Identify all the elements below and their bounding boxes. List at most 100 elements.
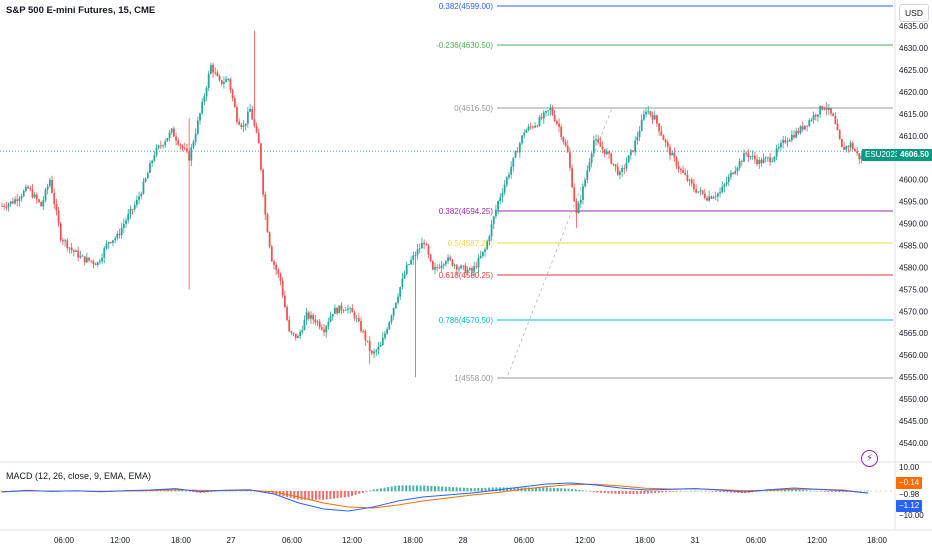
candle-body [253,119,256,127]
candle-body [645,111,647,115]
candle-body [801,126,804,130]
candle-body [407,264,410,266]
candle-body [397,296,399,303]
macd-histogram-bar [794,489,797,492]
candle-body [845,146,848,150]
candle-body [438,267,441,269]
macd-histogram-bar [459,487,462,492]
candle-body [710,196,713,199]
symbol-price-tag: ESU2023 [862,149,903,161]
candle-body [18,198,21,201]
candle-body [666,142,669,147]
candle-body [281,280,284,296]
price-axis-label: 4580.00 [899,263,928,272]
macd-signal-line [1,483,869,509]
candle-body [814,115,817,117]
candle-body [75,250,77,252]
candle-body [329,316,332,322]
candle-body [175,136,177,141]
macd-histogram-bar [361,491,364,493]
candle-body [773,156,776,161]
macd-histogram-bar [495,487,498,492]
macd-histogram-bar [625,491,628,495]
candle-body [619,171,621,175]
candle-body [786,141,789,143]
macd-histogram-bar [271,491,274,494]
candle-body [275,264,278,270]
candle-body [373,351,375,354]
candle-body [512,157,515,167]
fibonacci-retracement[interactable]: 0.382(4599.00) -0.236(4630.50) 0(4616.50) 0… [436,2,893,383]
fib-level-label: 0.382(4594.25) [439,207,494,216]
candle-body [686,174,689,181]
candle-body [760,159,763,164]
candle-body [653,115,656,120]
candle-body [627,155,630,163]
macd-histogram-bar [351,491,354,496]
candle-body [327,321,330,327]
macd-line [1,482,869,512]
candle-body [455,265,458,270]
fib-trend-line [507,107,613,376]
candle-body [414,255,417,257]
macd-histogram-bar [693,490,696,492]
candle-body [697,191,700,193]
candle-body [57,210,60,224]
macd-histogram-bar [827,491,830,492]
macd-histogram-bar [397,485,400,492]
macd-histogram-bar [343,491,346,498]
macd-histogram-bar [599,491,602,493]
time-axis-label: 18:00 [403,536,424,545]
candle-body [756,159,758,165]
candle-body [286,307,288,321]
macd-histogram-bar [491,487,494,492]
candlestick-series [1,30,869,378]
candle-body [693,183,695,190]
candle-body [340,305,343,311]
time-axis-label: 12:00 [110,536,131,545]
macd-histogram-bar [784,489,787,492]
candle-body [153,155,156,161]
candle-body [495,209,497,217]
macd-histogram-bar [314,491,317,500]
macd-histogram-bar [639,491,642,494]
candle-body [458,268,460,270]
candle-body [77,250,80,258]
macd-histogram-bar [513,487,516,492]
candle-body [240,124,243,127]
candle-body [540,117,543,119]
macd-title[interactable]: MACD (12, 26, close, 9, EMA, EMA) [6,471,152,481]
candle-body [431,261,434,270]
candle-body [338,305,341,314]
time-axis-label: 06:00 [282,536,303,545]
macd-histogram-bar [379,488,382,492]
macd-histogram-bar [506,487,509,492]
candle-body [412,255,415,260]
candle-body [66,240,69,249]
candle-body [390,315,393,322]
macd-histogram-bar [646,491,649,494]
candle-body [764,157,767,159]
candle-body [803,125,806,130]
candle-body [133,204,136,210]
candle-body [138,196,140,200]
symbol-title[interactable]: S&P 500 E-mini Futures, 15, CME [6,5,156,16]
candle-body [660,131,663,136]
candle-body [462,265,465,267]
candle-body [662,135,665,141]
candle-body [283,295,286,308]
candle-body [751,155,754,157]
candle-body [388,321,391,330]
lightning-icon[interactable]: ⚡ [861,450,878,467]
macd-histogram-bar [300,491,303,500]
candle-body [9,201,12,204]
candle-body [712,197,715,199]
candle-body [664,140,667,143]
candle-body [595,139,597,141]
candle-body [35,194,38,200]
candle-body [725,182,728,185]
candle-body [436,267,439,268]
candle-body [549,108,552,111]
currency-button[interactable]: USD [899,4,929,22]
